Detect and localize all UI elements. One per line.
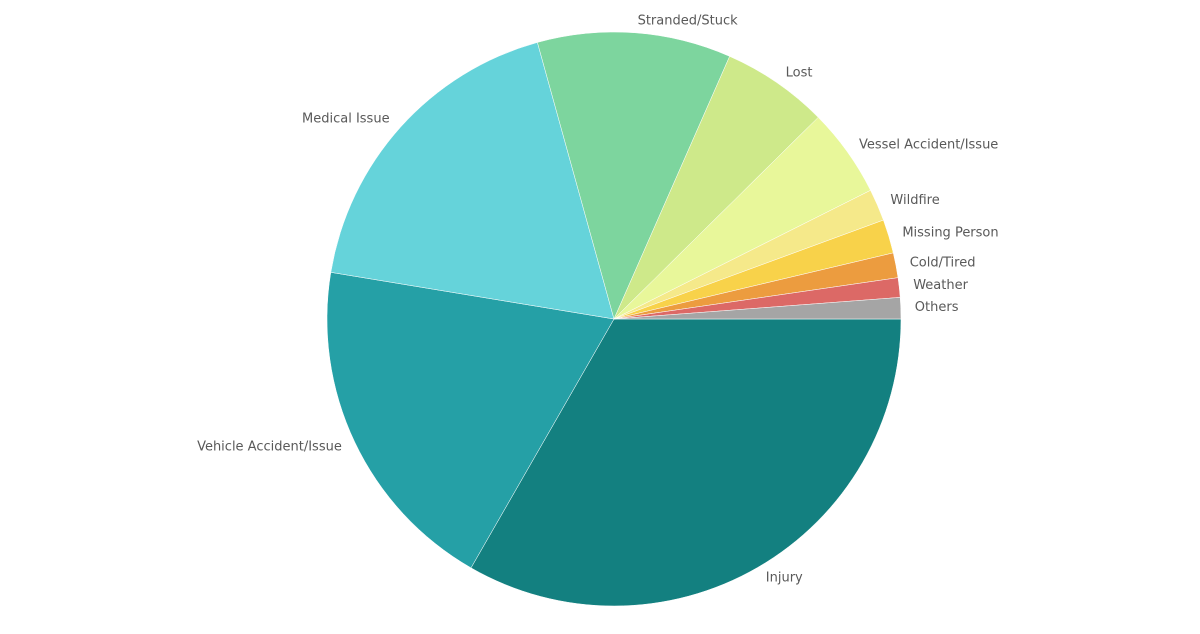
slice-label: Missing Person [902, 225, 998, 240]
pie-slice [613, 297, 902, 320]
slice-label: Others [915, 300, 959, 315]
pie-slice [330, 42, 615, 320]
slice-label: Injury [766, 570, 803, 585]
slice-label: Wildfire [890, 193, 939, 208]
slice-label: Vehicle Accident/Issue [197, 440, 342, 455]
slice-label: Medical Issue [302, 112, 390, 127]
slice-label: Cold/Tired [910, 255, 976, 270]
slice-label: Stranded/Stuck [638, 13, 739, 28]
pie-slice [537, 31, 730, 320]
slice-label: Lost [786, 65, 813, 80]
slice-label: Vessel Accident/Issue [859, 137, 998, 152]
pie-slice [326, 272, 615, 569]
pie-slice [470, 318, 902, 607]
slice-label: Weather [913, 278, 968, 293]
